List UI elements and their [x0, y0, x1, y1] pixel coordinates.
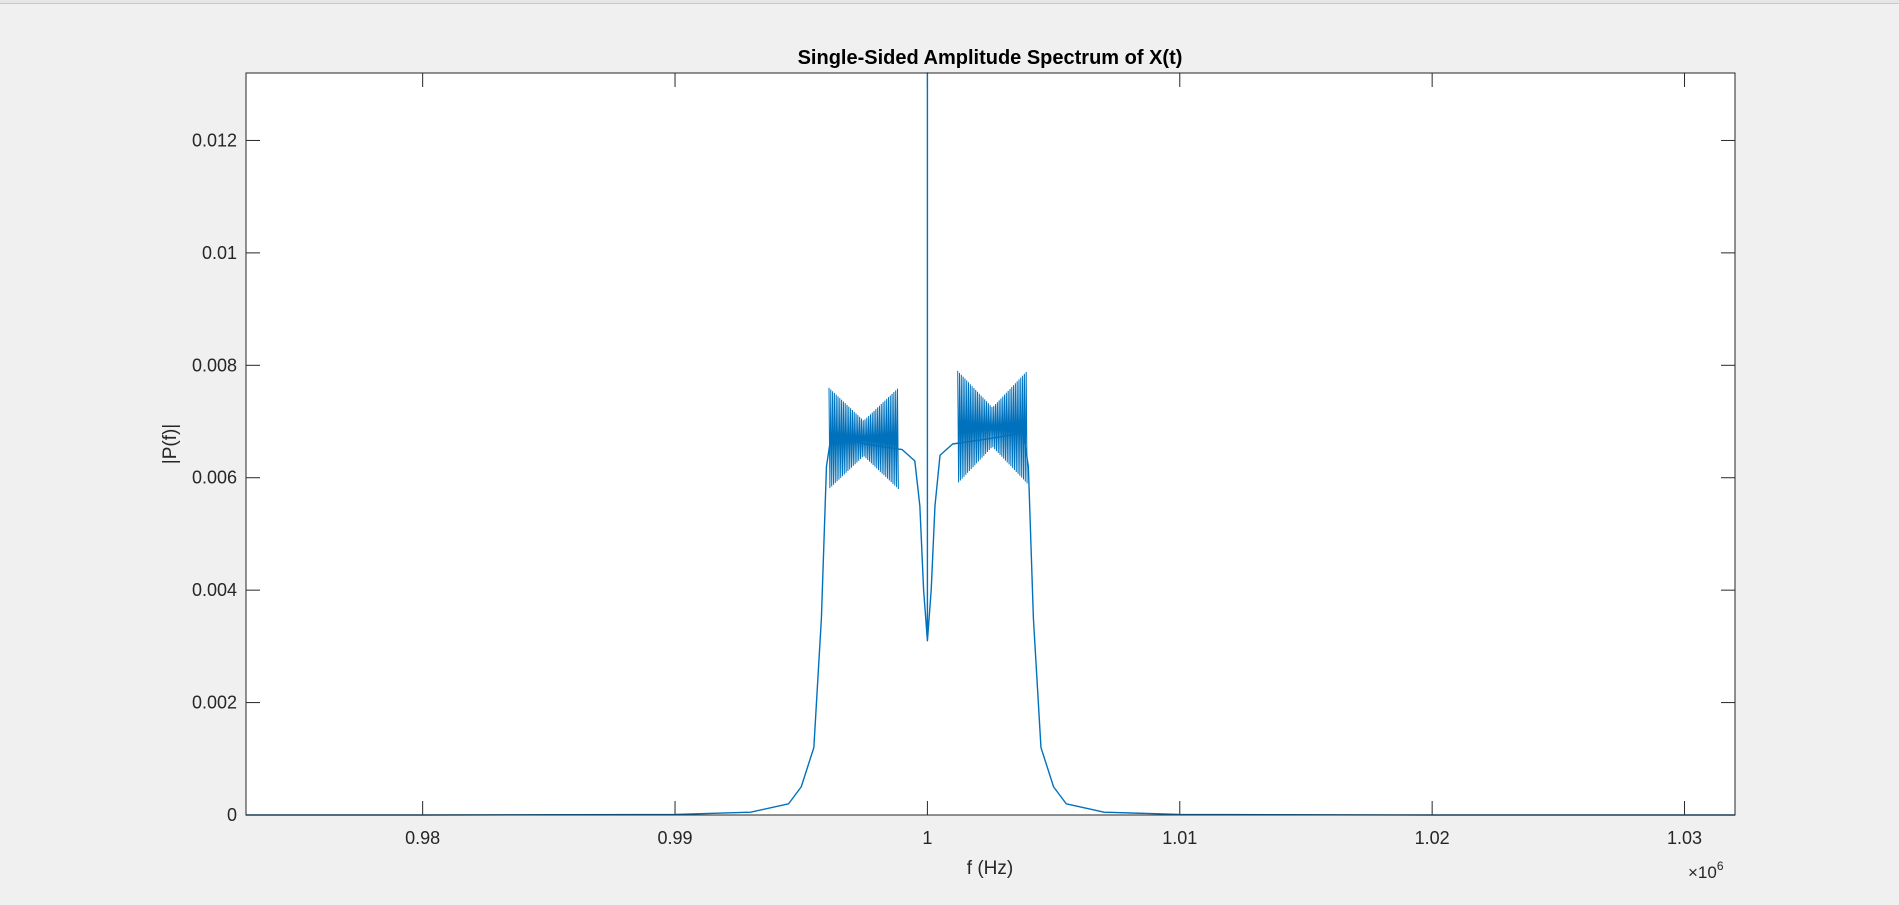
x-tick-label: 1 — [922, 828, 932, 848]
axes-box — [245, 72, 1736, 816]
x-axis-exponent: ×106 — [1688, 859, 1724, 882]
y-axis-ticks: 0 0.002 0.004 0.006 0.008 0.01 0.012 — [192, 130, 1735, 825]
y-tick-label: 0.006 — [192, 468, 237, 488]
y-tick-label: 0.012 — [192, 130, 237, 150]
ripple-band — [957, 370, 1028, 484]
y-axis-label: |P(f)| — [160, 424, 181, 464]
y-tick-label: 0.01 — [202, 243, 237, 263]
x-tick-label: 1.02 — [1415, 828, 1450, 848]
y-tick-label: 0.002 — [192, 693, 237, 713]
x-tick-label: 1.03 — [1667, 828, 1702, 848]
x-tick-label: 0.98 — [405, 828, 440, 848]
ripple-band — [828, 387, 899, 489]
y-tick-label: 0.004 — [192, 580, 237, 600]
x-axis-label: f (Hz) — [967, 858, 1013, 879]
chart-title: Single-Sided Amplitude Spectrum of X(t) — [798, 47, 1183, 69]
x-tick-label: 1.01 — [1162, 828, 1197, 848]
figure-toolbar-strip — [0, 0, 1899, 4]
y-tick-label: 0.008 — [192, 355, 237, 375]
x-tick-label: 0.99 — [658, 828, 693, 848]
y-tick-label: 0 — [227, 805, 237, 825]
